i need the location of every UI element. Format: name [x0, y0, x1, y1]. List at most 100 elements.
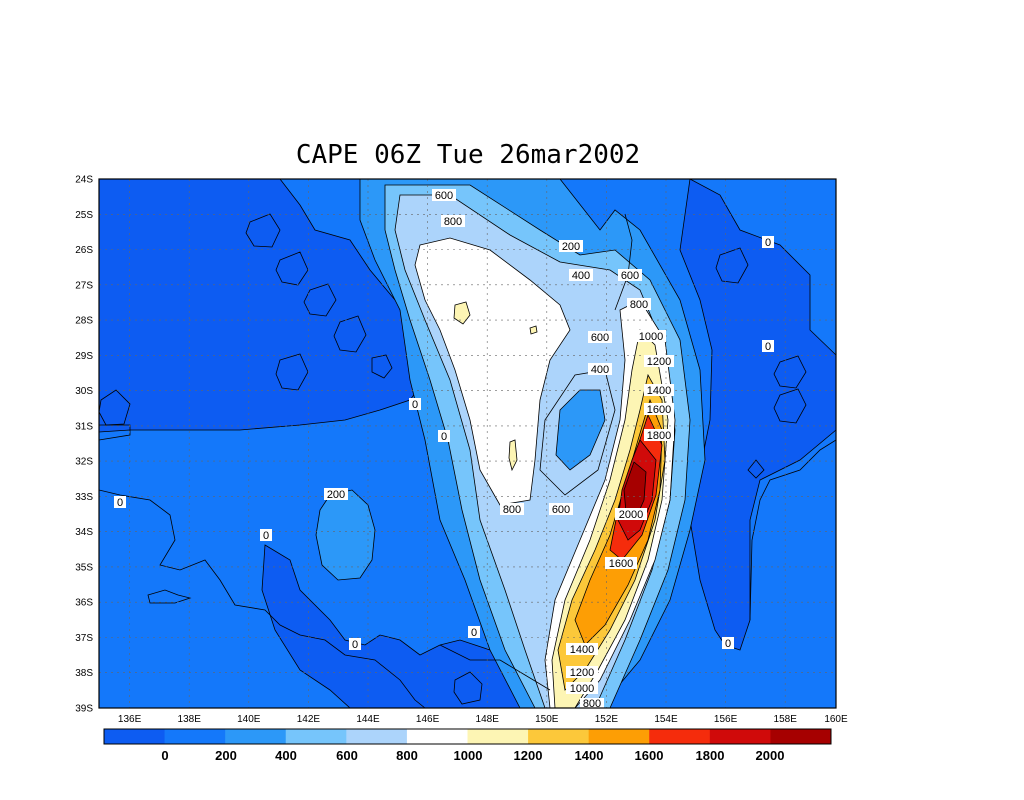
coastline-east — [614, 213, 633, 311]
lat-tick: 34S — [75, 527, 93, 538]
colorbar-swatch — [164, 729, 226, 744]
coastline-gulf — [147, 589, 192, 604]
cape-200-oval — [315, 489, 376, 581]
coastline-tasman — [749, 439, 836, 621]
svg-text:800: 800 — [444, 216, 462, 228]
lon-tick: 136E — [118, 714, 142, 725]
colorbar-frame — [103, 728, 832, 745]
colorbar: 0 200 400 600 800 1000 1200 1400 1600 18… — [103, 728, 832, 763]
colorbar-swatch — [104, 729, 166, 744]
colorbar-swatch — [588, 729, 650, 744]
svg-text:800: 800 — [503, 504, 521, 516]
colorbar-swatch — [346, 729, 408, 744]
lat-tick: 38S — [75, 668, 93, 679]
cape-1000-islet — [453, 301, 471, 325]
svg-text:0: 0 — [765, 237, 771, 249]
lon-tick: 158E — [774, 714, 798, 725]
lat-tick: 37S — [75, 633, 93, 644]
svg-text:1000: 1000 — [639, 331, 663, 343]
contour-label: 400 — [569, 269, 593, 282]
contour-label: 1000 — [636, 330, 666, 343]
lat-tick: 27S — [75, 280, 93, 291]
map-title: CAPE 06Z Tue 26mar2002 — [295, 140, 641, 170]
svg-text:600: 600 — [435, 190, 453, 202]
svg-text:1600: 1600 — [609, 558, 633, 570]
lat-axis: 24S 25S 26S 27S 28S 29S 30S 31S 32S 33S … — [75, 175, 93, 715]
colorbar-label: 400 — [275, 748, 297, 763]
cape-400-pocket — [555, 389, 606, 471]
coastline-west — [99, 424, 131, 441]
lat-tick: 35S — [75, 562, 93, 573]
colorbar-swatch — [709, 729, 771, 744]
contour-label: 2000 — [615, 508, 647, 521]
colorbar-label: 1600 — [635, 748, 664, 763]
svg-text:0: 0 — [441, 431, 447, 443]
colorbar-swatch — [467, 729, 529, 744]
contour-label: 1400 — [566, 643, 598, 656]
colorbar-label: 1800 — [696, 748, 725, 763]
svg-text:400: 400 — [572, 270, 590, 282]
colorbar-swatch — [649, 729, 711, 744]
lat-tick: 30S — [75, 386, 93, 397]
colorbar-swatch — [528, 729, 590, 744]
svg-text:600: 600 — [552, 504, 570, 516]
colorbar-label: 2000 — [756, 748, 785, 763]
colorbar-label: 1200 — [514, 748, 543, 763]
contour-label: 0 — [349, 638, 361, 651]
contour-label: 1200 — [644, 355, 674, 368]
colorbar-swatch — [225, 729, 287, 744]
colorbar-swatch — [770, 729, 832, 744]
lon-tick: 152E — [595, 714, 619, 725]
lon-tick: 156E — [714, 714, 738, 725]
svg-text:400: 400 — [591, 364, 609, 376]
svg-text:1400: 1400 — [570, 644, 594, 656]
lon-tick: 154E — [654, 714, 678, 725]
contour-label: 200 — [559, 240, 583, 253]
coastline — [99, 489, 426, 708]
contour-label: 600 — [549, 503, 573, 516]
contour-label: 1000 — [566, 682, 598, 695]
svg-text:1200: 1200 — [570, 667, 594, 679]
svg-text:0: 0 — [412, 399, 418, 411]
lon-axis: 136E 138E 140E 142E 144E 146E 148E 150E … — [118, 714, 848, 725]
lon-tick: 142E — [297, 714, 321, 725]
lon-tick: 140E — [237, 714, 261, 725]
coastline-victoria — [439, 644, 551, 691]
svg-text:200: 200 — [327, 489, 345, 501]
contour-label: 200 — [324, 488, 348, 501]
lat-tick: 24S — [75, 175, 93, 186]
contour-label: 0 — [438, 430, 450, 443]
svg-text:2000: 2000 — [619, 509, 643, 521]
cape-1000-islet-2 — [508, 439, 518, 472]
lat-tick: 31S — [75, 421, 93, 432]
svg-text:600: 600 — [591, 332, 609, 344]
lon-tick: 138E — [178, 714, 202, 725]
contour-label: 0 — [468, 626, 480, 639]
contour-label: 600 — [432, 189, 456, 202]
lat-tick: 26S — [75, 245, 93, 256]
cape-1000-islet-3 — [529, 325, 538, 335]
colorbar-swatches — [104, 729, 832, 744]
cape-800-core — [414, 237, 571, 506]
svg-text:1000: 1000 — [570, 683, 594, 695]
contour-label: 1800 — [644, 429, 674, 442]
svg-text:800: 800 — [583, 698, 601, 710]
contour-label: 1400 — [644, 384, 674, 397]
colorbar-label: 1400 — [575, 748, 604, 763]
svg-text:0: 0 — [352, 639, 358, 651]
cape-600-pocket-ring — [539, 369, 616, 496]
contour-label: 1200 — [566, 666, 598, 679]
low-cape-blobs — [99, 213, 807, 705]
svg-text:1600: 1600 — [647, 404, 671, 416]
contour-label: 0 — [114, 496, 126, 509]
colorbar-swatch — [285, 729, 347, 744]
colorbar-label: 1000 — [454, 748, 483, 763]
contour-label: 0 — [260, 529, 272, 542]
contour-label: 600 — [588, 331, 612, 344]
contour-label: 1600 — [605, 557, 637, 570]
colorbar-label: 0 — [161, 748, 168, 763]
lon-tick: 150E — [535, 714, 559, 725]
contour-label: 0 — [409, 398, 421, 411]
low-cape-region-sw — [261, 544, 526, 708]
